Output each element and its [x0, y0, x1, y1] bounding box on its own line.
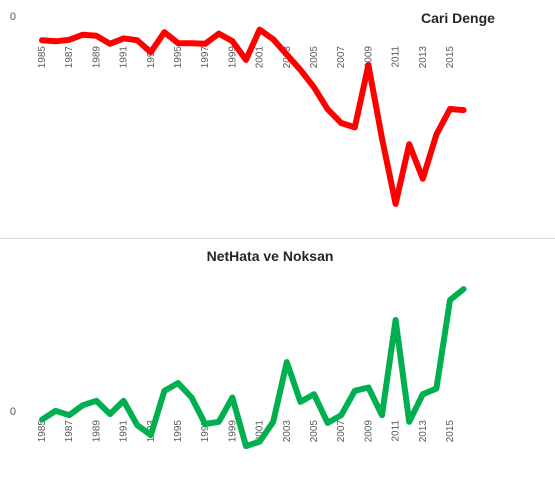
- bottom-chart-background: [0, 240, 555, 480]
- x-tick-label: 2009: [363, 420, 374, 443]
- x-tick-label: 1991: [119, 420, 130, 443]
- x-tick-label: 1985: [37, 46, 48, 69]
- chart-1: 0 1985 1987 1989 1991 1993 1995 1997 1999 2001 200…: [10, 10, 495, 207]
- top-chart-background: [0, 0, 555, 236]
- x-tick-label: 1999: [227, 420, 238, 443]
- x-tick-label: 1985: [37, 420, 48, 443]
- x-tick-label: 2001: [255, 46, 266, 69]
- x-tick-label: 1987: [64, 46, 75, 69]
- x-tick-label: 1993: [146, 46, 157, 69]
- x-tick-label: 2011: [391, 46, 402, 68]
- x-tick-label: 1999: [227, 46, 238, 69]
- x-tick-label: 2005: [309, 46, 320, 69]
- chart-title: Cari Denge: [421, 10, 495, 26]
- y-tick-label: 0: [10, 11, 16, 23]
- x-tick-label: 2007: [336, 420, 347, 443]
- x-tick-label: 2009: [363, 46, 374, 69]
- x-tick-label: 2001: [255, 420, 266, 443]
- series-line: [39, 286, 467, 450]
- y-tick-label: 0: [10, 406, 16, 418]
- x-tick-label: 2003: [282, 420, 293, 443]
- x-tick-label: 1989: [91, 46, 102, 69]
- x-tick-label: 2007: [336, 46, 347, 69]
- x-tick-label: 1997: [200, 46, 211, 69]
- x-tick-label: 1995: [173, 46, 184, 69]
- x-tick-label: 2015: [445, 46, 456, 69]
- x-tick-label: 2013: [418, 46, 429, 69]
- chart-title: NetHata ve Noksan: [207, 248, 334, 264]
- x-tick-label: 1991: [119, 46, 130, 69]
- x-tick-label: 1997: [200, 420, 211, 443]
- x-tick-label: 2005: [309, 420, 320, 443]
- x-tick-label: 1995: [173, 420, 184, 443]
- x-tick-label: 2011: [391, 420, 402, 442]
- x-tick-label: 2013: [418, 420, 429, 443]
- x-tick-label: 1989: [91, 420, 102, 443]
- x-tick-label: 1987: [64, 420, 75, 443]
- x-tick-label: 2015: [445, 420, 456, 443]
- series-line: [39, 26, 467, 207]
